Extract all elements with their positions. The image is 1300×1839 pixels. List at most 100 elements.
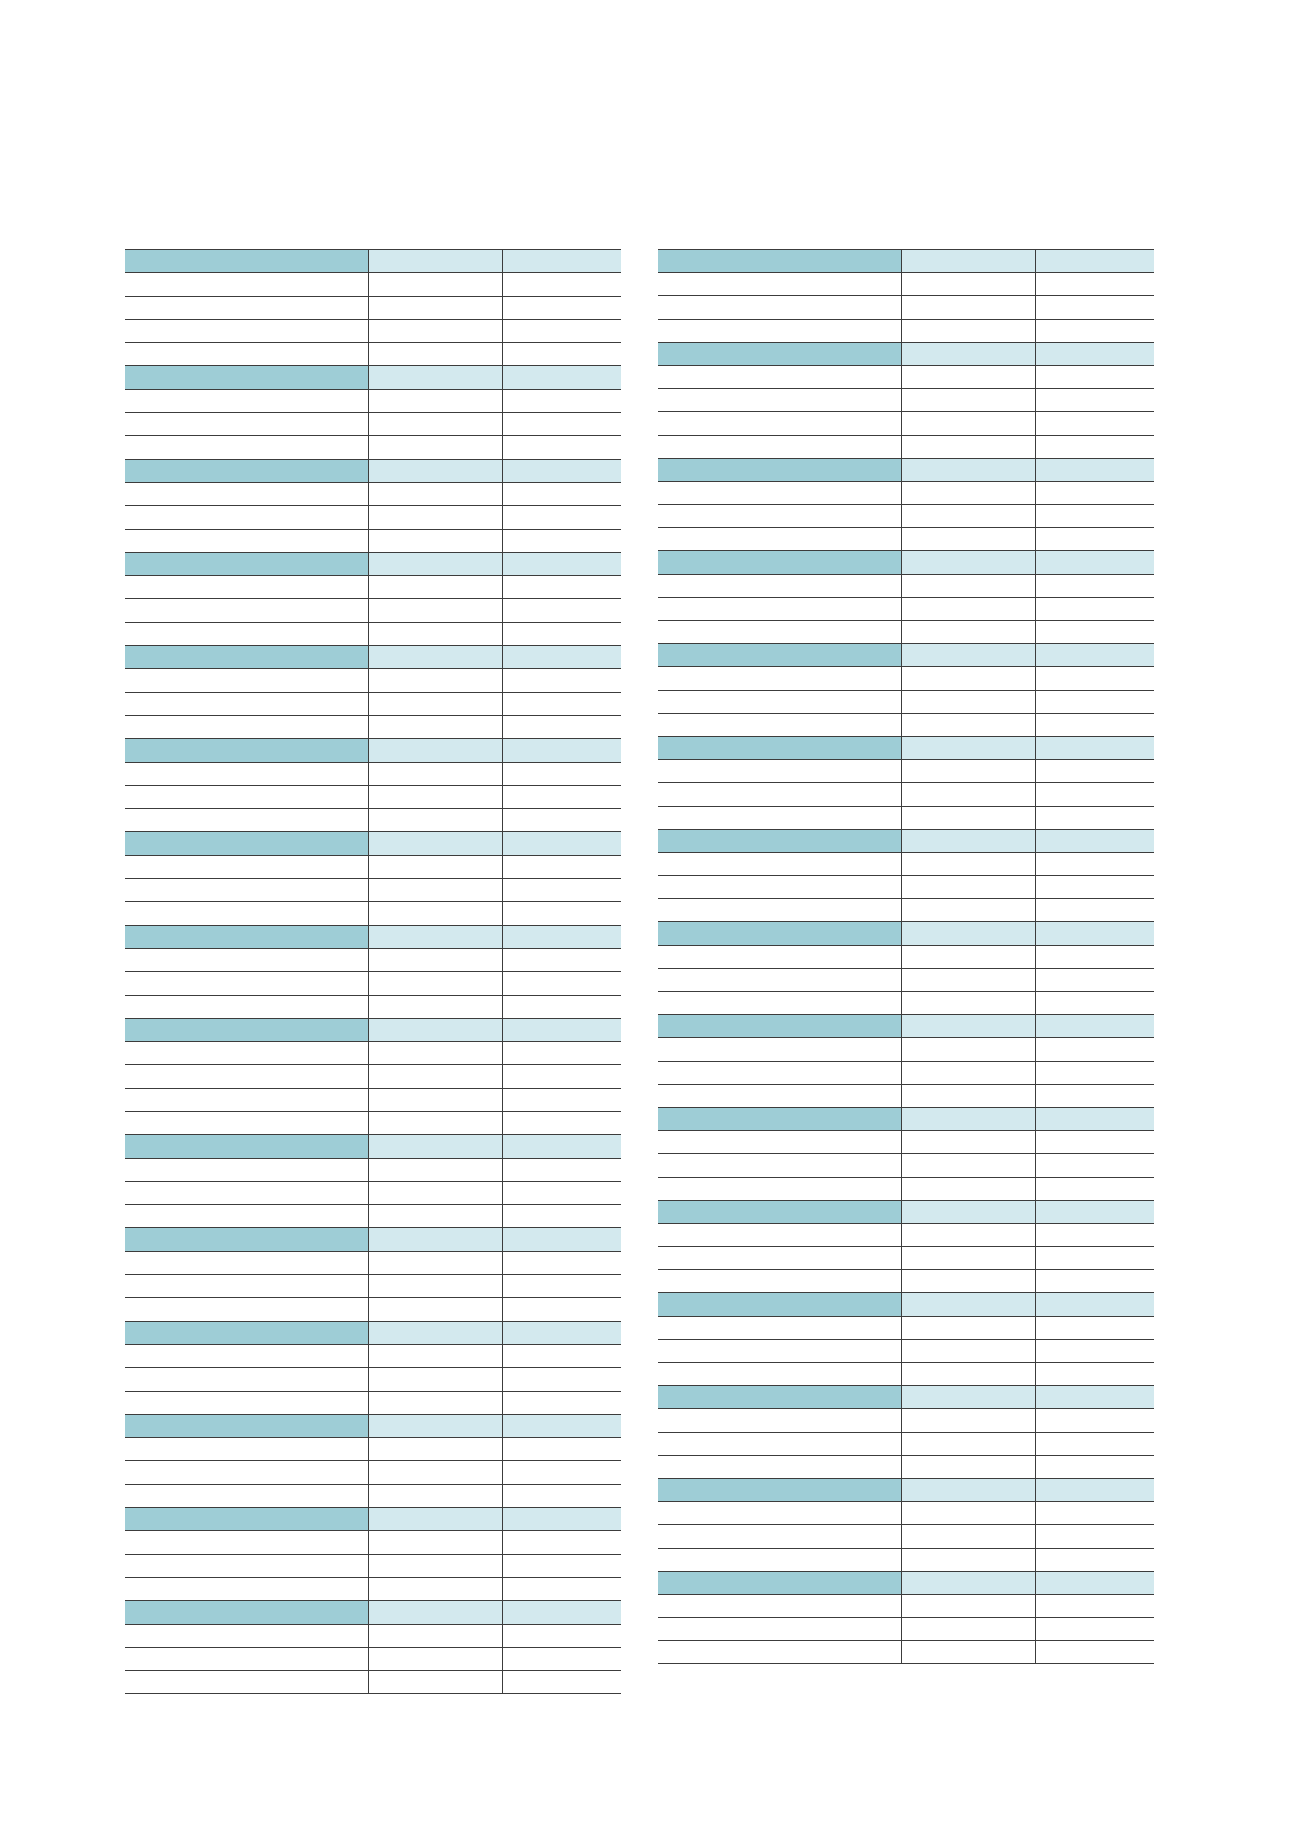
table-cell [658,968,901,993]
right-table [658,248,1154,1665]
section-header-cell [367,831,502,856]
table-cell [501,1088,621,1112]
table-cell [367,598,502,623]
section-header-row [658,1570,1154,1595]
table-row [125,715,621,740]
table-cell [367,668,502,693]
table-row [658,319,1154,343]
table-cell [658,806,901,830]
table-cell [367,1554,502,1578]
table-cell [367,1670,502,1695]
table-cell [367,715,502,740]
table-cell [900,481,1035,506]
table-cell [367,1624,502,1648]
section-header-cell [900,457,1035,482]
table-row [658,574,1154,598]
section-header-cell [125,738,368,763]
table-cell [125,1460,368,1485]
table-row [125,692,621,716]
table-cell [125,412,368,437]
table-row [658,759,1154,784]
table-cell [658,319,901,343]
table-cell [501,1577,621,1602]
table-row [658,504,1154,529]
table-cell [125,762,368,786]
table-cell [900,1130,1035,1155]
table-row [658,620,1154,645]
table-cell [658,1223,901,1248]
table-cell [367,1088,502,1112]
table-cell [658,1617,901,1642]
section-header-cell [658,1570,901,1595]
section-header-cell [658,1385,901,1410]
table-row [658,388,1154,413]
table-row [658,898,1154,923]
table-cell [900,875,1035,900]
table-cell [1034,1594,1154,1619]
table-cell [658,690,901,714]
table-cell [1034,527,1154,552]
section-header-cell [900,1292,1035,1317]
table-cell [658,1432,901,1456]
table-cell [658,620,901,645]
table-cell [658,759,901,784]
table-cell [501,1624,621,1648]
section-header-cell [900,643,1035,668]
table-cell [1034,574,1154,598]
table-cell [501,1297,621,1322]
table-cell [658,597,901,622]
table-cell [125,668,368,693]
section-header-row [125,1227,621,1252]
table-cell [125,1041,368,1066]
section-header-cell [900,735,1035,761]
section-header-cell [501,1320,621,1345]
table-cell [1034,411,1154,436]
table-cell [900,1177,1035,1201]
table-cell [900,1037,1035,1062]
table-cell [658,481,901,506]
section-header-cell [658,457,901,482]
table-cell [125,1158,368,1182]
table-cell [658,875,901,900]
section-header-row [125,645,621,670]
table-row [125,529,621,553]
table-cell [658,1594,901,1619]
table-cell [658,527,901,552]
table-cell [501,762,621,786]
section-header-cell [125,1507,368,1532]
table-cell [125,1367,368,1392]
table-cell [367,575,502,600]
table-cell [501,971,621,996]
table-row [125,1111,621,1136]
table-cell [900,319,1035,343]
section-header-cell [1034,643,1154,668]
table-row [125,435,621,460]
table-row [125,855,621,880]
table-row [125,342,621,367]
left-table-body [125,248,621,1695]
table-row [125,1367,621,1392]
table-cell [367,1274,502,1299]
table-cell [900,504,1035,529]
table-cell [900,1617,1035,1642]
table-cell [501,948,621,973]
table-cell [1034,1524,1154,1549]
table-cell [900,527,1035,552]
table-cell [501,622,621,647]
section-header-cell [367,645,502,670]
table-cell [125,1064,368,1089]
section-header-cell [658,735,901,761]
table-cell [900,713,1035,737]
table-cell [1034,1339,1154,1364]
section-header-cell [900,1477,1035,1503]
table-cell [900,782,1035,807]
table-row [658,875,1154,900]
table-cell [1034,1432,1154,1456]
table-row [125,598,621,623]
table-cell [367,529,502,553]
table-cell [125,482,368,507]
table-cell [501,412,621,437]
table-cell [501,1111,621,1136]
table-cell [367,342,502,367]
section-header-cell [125,458,368,483]
